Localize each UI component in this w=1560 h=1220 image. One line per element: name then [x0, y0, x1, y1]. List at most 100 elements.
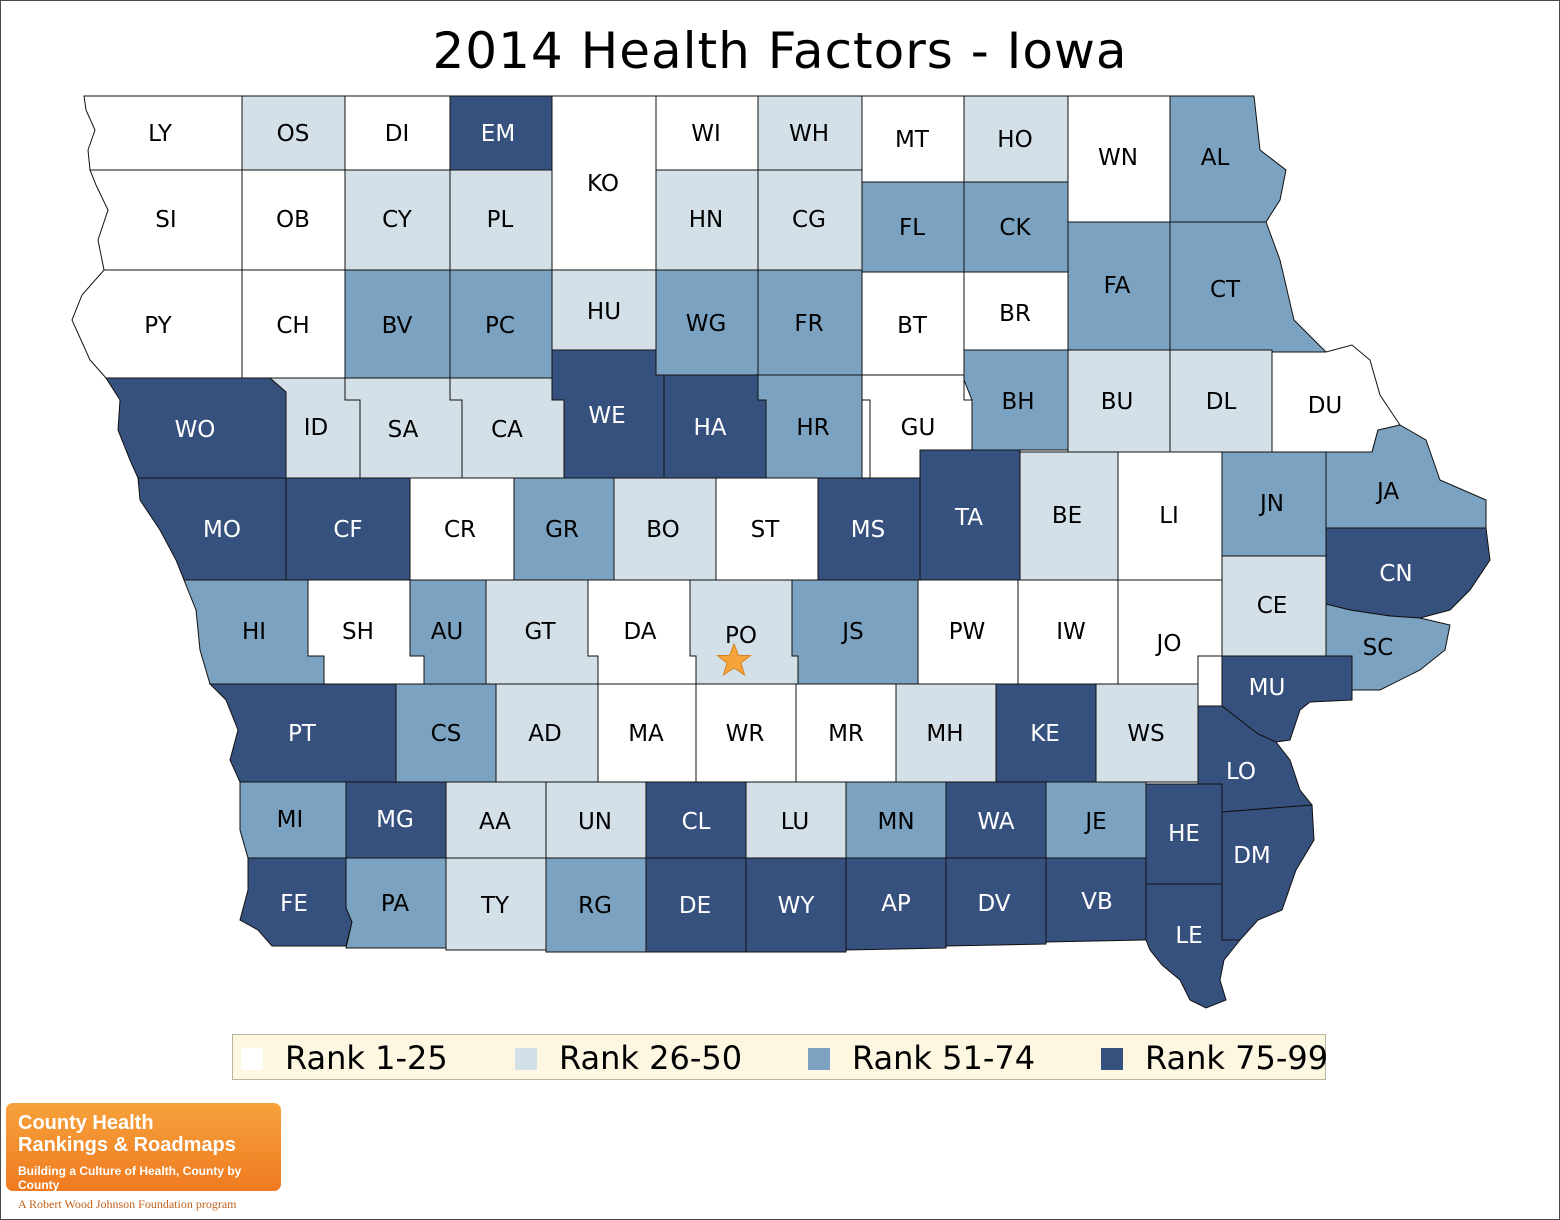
county-label-mu: MU — [1249, 675, 1286, 701]
county-label-mo: MO — [203, 517, 241, 543]
county-label-jn: JN — [1258, 491, 1284, 517]
county-label-be: BE — [1052, 503, 1082, 529]
county-label-gu: GU — [901, 415, 936, 441]
county-label-ob: OB — [276, 207, 310, 233]
county-layer — [71, 95, 1491, 1009]
county-label-ty: TY — [480, 893, 510, 919]
star-marker-icon — [716, 642, 752, 677]
county-label-pc: PC — [485, 313, 515, 339]
county-label-au: AU — [431, 619, 464, 645]
county-label-wa: WA — [977, 809, 1014, 835]
county-label-ca: CA — [491, 417, 523, 443]
county-label-ke: KE — [1030, 721, 1060, 747]
county-label-wy: WY — [778, 893, 816, 919]
county-label-bh: BH — [1001, 389, 1034, 415]
county-label-ja: JA — [1375, 479, 1399, 505]
county-label-os: OS — [277, 121, 310, 147]
county-label-wg: WG — [686, 311, 727, 337]
county-label-ce: CE — [1257, 593, 1288, 619]
county-label-ct: CT — [1210, 277, 1241, 303]
county-label-pa: PA — [381, 891, 409, 917]
county-label-cr: CR — [444, 517, 476, 543]
county-label-hi: HI — [242, 619, 266, 645]
county-label-mg: MG — [376, 807, 414, 833]
county-label-fe: FE — [280, 891, 308, 917]
county-label-un: UN — [578, 809, 612, 835]
county-label-cn: CN — [1379, 561, 1412, 587]
logo-line-2: Rankings & Roadmaps — [18, 1134, 236, 1156]
legend-swatch-t2 — [515, 1048, 537, 1070]
county-label-he: HE — [1168, 821, 1200, 847]
county-label-st: ST — [751, 517, 781, 543]
county-label-al: AL — [1201, 145, 1230, 171]
county-label-dm: DM — [1233, 843, 1271, 869]
county-label-pl: PL — [487, 207, 514, 233]
legend-label: Rank 51-74 — [852, 1039, 1036, 1077]
county-label-de: DE — [679, 893, 711, 919]
county-label-ly: LY — [148, 121, 173, 147]
county-label-rg: RG — [578, 893, 612, 919]
county-label-br: BR — [999, 301, 1031, 327]
county-label-bu: BU — [1101, 389, 1134, 415]
county-label-iw: IW — [1056, 619, 1086, 645]
county-label-sa: SA — [388, 417, 419, 443]
legend-label: Rank 26-50 — [559, 1039, 743, 1077]
county-label-pw: PW — [949, 619, 986, 645]
county-label-cs: CS — [431, 721, 462, 747]
legend-swatch-t4 — [1101, 1048, 1123, 1070]
legend-label: Rank 1-25 — [285, 1039, 448, 1077]
county-label-fr: FR — [794, 311, 823, 337]
county-label-py: PY — [144, 313, 172, 339]
county-label-dv: DV — [977, 891, 1010, 917]
county-label-ko: KO — [587, 171, 619, 197]
county-label-dl: DL — [1206, 389, 1237, 415]
county-label-si: SI — [155, 207, 176, 233]
county-label-di: DI — [385, 121, 410, 147]
county-label-ad: AD — [528, 721, 561, 747]
county-label-bo: BO — [646, 517, 679, 543]
county-label-mt: MT — [895, 127, 930, 153]
county-label-aa: AA — [479, 809, 511, 835]
county-label-li: LI — [1159, 503, 1179, 529]
county-label-mh: MH — [926, 721, 963, 747]
county-label-jo: JO — [1155, 631, 1182, 657]
county-dm — [1221, 804, 1315, 941]
county-label-fa: FA — [1104, 273, 1131, 299]
county-label-ha: HA — [693, 415, 726, 441]
county-label-em: EM — [481, 121, 515, 147]
county-label-gr: GR — [545, 517, 579, 543]
county-label-mr: MR — [828, 721, 864, 747]
county-label-du: DU — [1308, 393, 1343, 419]
county-label-vb: VB — [1081, 889, 1113, 915]
legend-swatch-t1 — [241, 1048, 263, 1070]
county-label-ms: MS — [851, 517, 885, 543]
logo-line-1: County Health — [18, 1112, 154, 1134]
legend-swatch-t3 — [808, 1048, 830, 1070]
county-label-po: PO — [725, 623, 757, 649]
county-label-hu: HU — [587, 299, 621, 325]
county-label-da: DA — [623, 619, 656, 645]
county-label-pt: PT — [288, 721, 317, 747]
county-ap — [845, 857, 947, 951]
county-label-bt: BT — [897, 313, 928, 339]
county-label-wi: WI — [691, 121, 721, 147]
county-label-ch: CH — [276, 313, 309, 339]
county-label-bv: BV — [382, 313, 413, 339]
county-label-wh: WH — [789, 121, 829, 147]
legend-label: Rank 75-99 — [1145, 1039, 1329, 1077]
county-ct — [1169, 221, 1328, 353]
county-label-we: WE — [588, 403, 625, 429]
county-label-hr: HR — [796, 415, 829, 441]
county-label-fl: FL — [899, 215, 925, 241]
county-label-cg: CG — [792, 207, 826, 233]
county-label-lo: LO — [1226, 759, 1256, 785]
county-label-ws: WS — [1127, 721, 1164, 747]
county-label-js: JS — [840, 619, 863, 645]
footer-credit: A Robert Wood Johnson Foundation program — [18, 1197, 237, 1211]
county-label-le: LE — [1175, 923, 1202, 949]
county-label-cy: CY — [382, 207, 413, 233]
county-label-sc: SC — [1363, 635, 1394, 661]
county-label-ma: MA — [628, 721, 664, 747]
county-label-layer: LY OS DI EM KO WI WH MT HO WN AL SI OB CY PL HN CG FL CK FA… — [144, 121, 1412, 949]
map-legend: Rank 1-25 Rank 26-50 Rank 51-74 Rank 75-… — [232, 1034, 1329, 1080]
